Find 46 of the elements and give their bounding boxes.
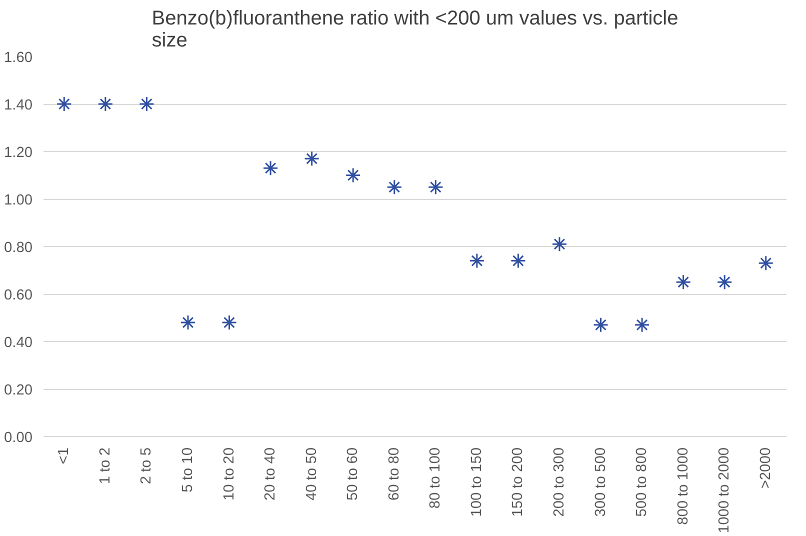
point [345,168,361,183]
y-tick-label: 0.00 [4,430,33,446]
x-tick-label: <1 [56,447,72,464]
y-tick-label: 0.20 [4,382,33,398]
point [593,317,608,333]
x-tick-label: 40 to 50 [304,447,320,500]
point [469,253,485,268]
x-tick-label: 800 to 1000 [675,447,692,525]
point [428,179,444,195]
y-tick-label: 0.80 [4,240,33,256]
y-tick-label: 0.60 [4,288,33,304]
x-tick-label: 200 to 300 [551,447,568,517]
y-tick-label: 1.00 [4,192,33,208]
point [304,150,320,166]
y-tick-label: 1.40 [4,98,33,114]
point [676,274,692,290]
x-tick-label: 100 to 150 [468,447,485,517]
point [180,314,196,330]
y-tick-label: 1.60 [4,50,33,66]
x-tick-label: 300 to 500 [592,447,609,517]
point [98,96,114,112]
point [634,317,650,333]
x-tick-label: 1 to 2 [97,447,114,484]
point [552,236,568,252]
point [222,314,237,330]
x-tick-label: >2000 [758,447,774,489]
chart-title: Benzo(b)fluoranthene ratio with <200 um values vs. particle size [152,8,678,52]
point [510,253,526,268]
point [758,255,774,271]
y-tick-label: 1.20 [4,145,33,161]
x-tick-label: 5 to 10 [180,447,196,492]
point [386,179,402,195]
y-tick-label: 0.40 [4,335,33,351]
x-tick-label: 60 to 80 [386,447,402,500]
point [56,96,72,112]
point [138,96,154,112]
point [262,160,278,176]
x-tick-label: 1000 to 2000 [716,448,733,534]
x-tick-label: 150 to 200 [510,447,526,517]
x-tick-label: 50 to 60 [345,447,362,500]
x-tick-label: 20 to 40 [262,447,279,500]
x-tick-label: 500 to 800 [634,447,650,517]
point [716,274,732,290]
x-tick-label: 80 to 100 [428,448,444,509]
x-tick-label: 2 to 5 [138,447,155,484]
x-tick-label: 10 to 20 [221,447,238,500]
